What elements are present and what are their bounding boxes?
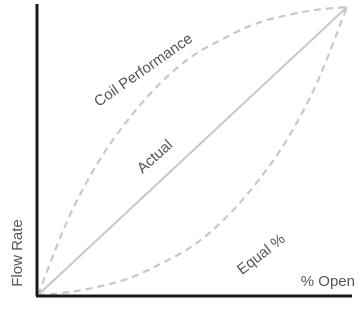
series-label-coil-performance: Coil Performance [91, 30, 196, 110]
y-axis-label: Flow Rate [9, 219, 26, 287]
x-axis-label: % Open [301, 273, 355, 290]
series-label-equal-percent: Equal % [234, 231, 288, 279]
series-line-coil-performance [36, 5, 348, 296]
chart-curves [36, 5, 349, 297]
series-line-equal [37, 6, 349, 297]
series-line-actual [37, 6, 348, 296]
